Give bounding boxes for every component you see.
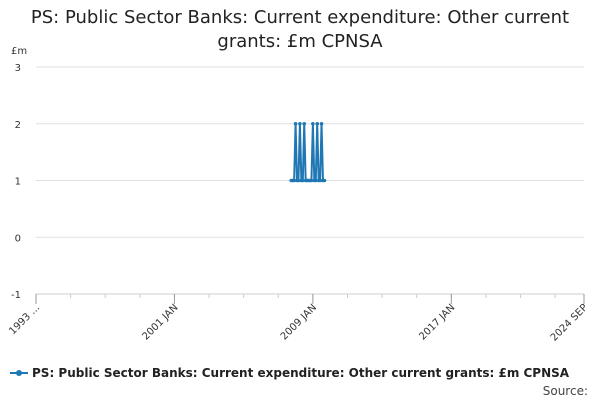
data-point	[298, 121, 302, 126]
x-tick-label: 2017 JAN	[417, 302, 457, 342]
x-tick-label: 1993 ...	[7, 302, 42, 337]
y-tick-label: 1	[15, 177, 21, 188]
data-point	[315, 121, 320, 126]
legend: PS: Public Sector Banks: Current expendi…	[10, 366, 569, 380]
data-point	[296, 178, 301, 183]
source-label: Source:	[542, 384, 588, 398]
chart-title: PS: Public Sector Banks: Current expendi…	[30, 7, 570, 52]
data-point	[311, 121, 315, 126]
data-point	[302, 121, 307, 126]
y-tick-label: 3	[15, 63, 21, 74]
data-point	[300, 178, 305, 183]
data-point	[319, 121, 324, 126]
y-tick-label: 0	[15, 233, 21, 244]
x-tick-label: 2001 JAN	[140, 302, 180, 342]
y-axis-unit-label: £m	[11, 46, 28, 57]
data-point	[322, 178, 327, 183]
y-tick-label: 2	[15, 120, 21, 131]
series-line	[291, 122, 325, 182]
y-tick-label: -1	[11, 290, 21, 301]
x-tick-label: 2009 JAN	[279, 302, 319, 342]
legend-series-label: PS: Public Sector Banks: Current expendi…	[32, 366, 570, 380]
data-point	[293, 121, 298, 126]
data-point	[309, 178, 314, 183]
legend-series-marker	[10, 368, 28, 378]
x-tick-label: 2024 SEP	[549, 302, 590, 343]
data-point	[292, 178, 296, 183]
data-point	[313, 178, 318, 183]
data-point	[318, 178, 322, 183]
